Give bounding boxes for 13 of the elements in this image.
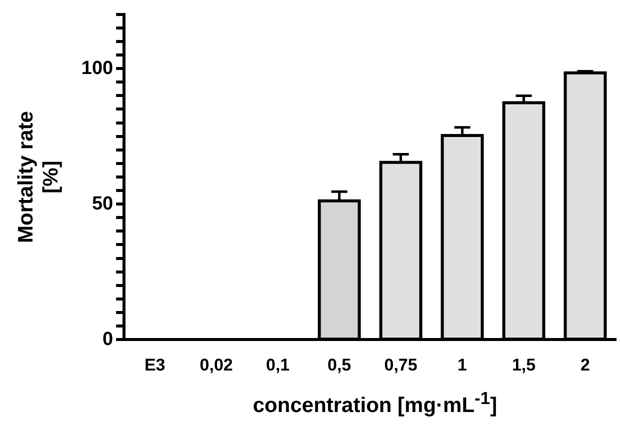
x-axis-title: concentration [mg·mL$^{-1}$] [252,388,498,418]
x-tick-label: E3 [144,355,166,374]
x-tick-label: 0,02 [200,355,233,374]
x-tick-label: 0,1 [266,355,290,374]
x-tick-label: 0,75 [384,355,418,374]
y-tick-label: 0 [102,328,114,350]
x-tick-label: 0,5 [327,355,352,374]
x-tick-label: 1 [458,355,468,374]
y-axis-title: Mortality rate [%] [14,111,63,243]
x-tick-label: 1,5 [512,355,536,374]
y-tick-label: 100 [81,58,114,79]
y-tick-label: 50 [92,193,114,214]
x-tick-label: 2 [580,355,590,374]
